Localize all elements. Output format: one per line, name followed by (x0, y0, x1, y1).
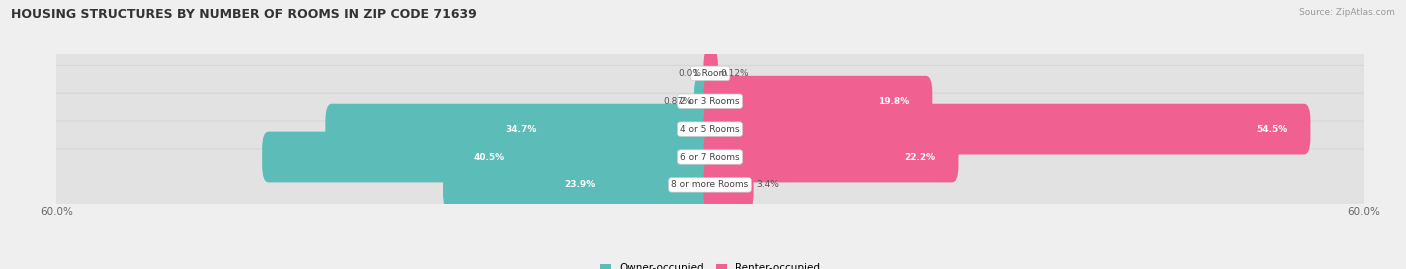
FancyBboxPatch shape (703, 132, 959, 182)
FancyBboxPatch shape (703, 48, 718, 99)
Text: 0.12%: 0.12% (720, 69, 748, 78)
Text: 0.87%: 0.87% (664, 97, 692, 106)
FancyBboxPatch shape (48, 37, 1372, 109)
FancyBboxPatch shape (703, 104, 1310, 154)
Text: 6 or 7 Rooms: 6 or 7 Rooms (681, 153, 740, 161)
Text: HOUSING STRUCTURES BY NUMBER OF ROOMS IN ZIP CODE 71639: HOUSING STRUCTURES BY NUMBER OF ROOMS IN… (11, 8, 477, 21)
Text: 0.0%: 0.0% (678, 69, 702, 78)
FancyBboxPatch shape (443, 160, 717, 210)
Text: 2 or 3 Rooms: 2 or 3 Rooms (681, 97, 740, 106)
Text: Source: ZipAtlas.com: Source: ZipAtlas.com (1299, 8, 1395, 17)
FancyBboxPatch shape (703, 76, 932, 127)
Text: 34.7%: 34.7% (505, 125, 537, 134)
Text: 4 or 5 Rooms: 4 or 5 Rooms (681, 125, 740, 134)
Text: 22.2%: 22.2% (904, 153, 935, 161)
FancyBboxPatch shape (262, 132, 717, 182)
FancyBboxPatch shape (48, 149, 1372, 221)
Text: 3.4%: 3.4% (756, 180, 779, 189)
FancyBboxPatch shape (325, 104, 717, 154)
FancyBboxPatch shape (703, 160, 754, 210)
Text: 1 Room: 1 Room (693, 69, 727, 78)
Legend: Owner-occupied, Renter-occupied: Owner-occupied, Renter-occupied (596, 259, 824, 269)
FancyBboxPatch shape (48, 65, 1372, 137)
Text: 8 or more Rooms: 8 or more Rooms (672, 180, 748, 189)
Text: 54.5%: 54.5% (1257, 125, 1288, 134)
Text: 40.5%: 40.5% (474, 153, 505, 161)
Text: 19.8%: 19.8% (879, 97, 910, 106)
Text: 23.9%: 23.9% (564, 180, 596, 189)
FancyBboxPatch shape (695, 76, 717, 127)
FancyBboxPatch shape (48, 121, 1372, 193)
FancyBboxPatch shape (48, 93, 1372, 165)
